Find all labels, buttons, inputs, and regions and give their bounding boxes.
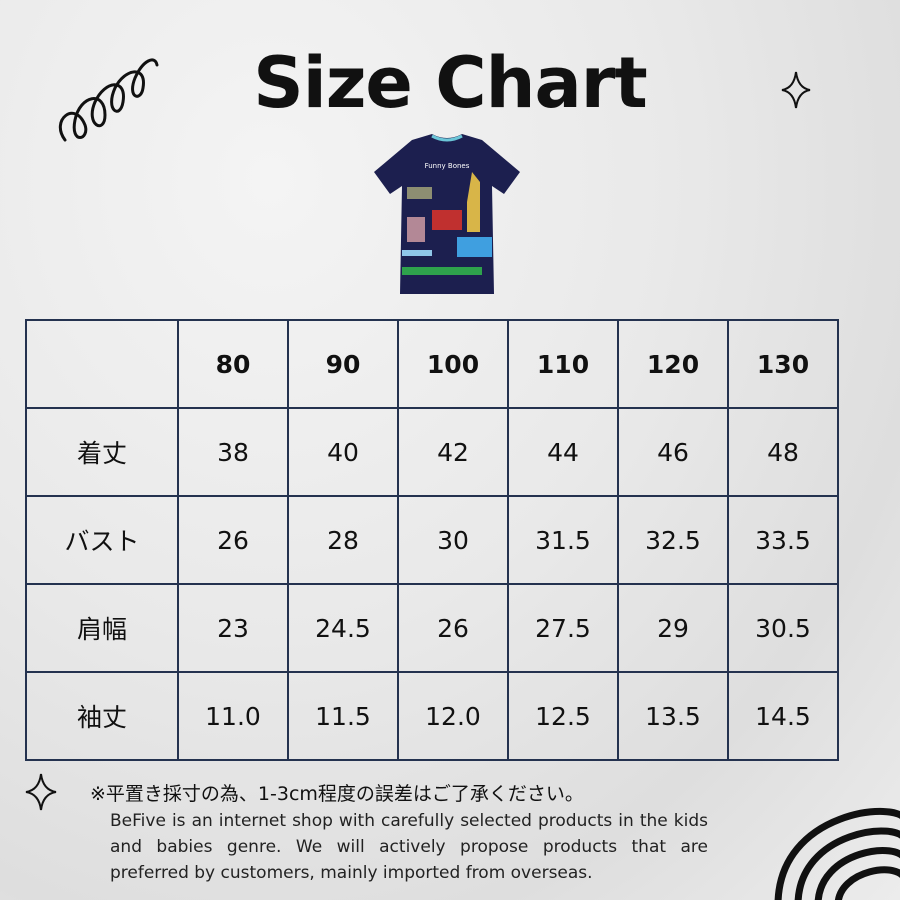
row-label: 着丈 — [25, 407, 179, 497]
cell: 40 — [287, 407, 399, 497]
measurement-note: ※平置き採寸の為、1-3cm程度の誤差はご了承ください。 — [90, 783, 584, 805]
table-row: 着丈 38 40 42 44 46 48 — [25, 407, 839, 497]
header-cell: 90 — [287, 319, 399, 409]
cell: 24.5 — [287, 583, 399, 673]
cell: 13.5 — [617, 671, 729, 761]
product-image: Funny Bones — [374, 134, 520, 294]
sparkle-icon — [781, 71, 811, 109]
header-cell: 100 — [397, 319, 509, 409]
table-row: バスト 26 28 30 31.5 32.5 33.5 — [25, 495, 839, 585]
cell: 27.5 — [507, 583, 619, 673]
header-cell — [25, 319, 179, 409]
size-table: 80 90 100 110 120 130 着丈 38 40 42 44 46 … — [25, 319, 839, 761]
row-label: 肩幅 — [25, 583, 179, 673]
cell: 44 — [507, 407, 619, 497]
cell: 42 — [397, 407, 509, 497]
cell: 12.0 — [397, 671, 509, 761]
page-title: Size Chart — [253, 42, 647, 124]
cell: 33.5 — [727, 495, 839, 585]
cell: 38 — [177, 407, 289, 497]
cell: 32.5 — [617, 495, 729, 585]
table-row: 袖丈 11.0 11.5 12.0 12.5 13.5 14.5 — [25, 671, 839, 761]
rainbow-arcs-icon — [774, 807, 900, 900]
cell: 11.0 — [177, 671, 289, 761]
cell: 31.5 — [507, 495, 619, 585]
cell: 46 — [617, 407, 729, 497]
row-label: 袖丈 — [25, 671, 179, 761]
cell: 28 — [287, 495, 399, 585]
header-cell: 80 — [177, 319, 289, 409]
squiggle-icon — [58, 58, 159, 142]
cell: 12.5 — [507, 671, 619, 761]
table-header-row: 80 90 100 110 120 130 — [25, 319, 839, 409]
header-cell: 110 — [507, 319, 619, 409]
cell: 30 — [397, 495, 509, 585]
cell: 26 — [177, 495, 289, 585]
shop-description: BeFive is an internet shop with carefull… — [110, 811, 708, 883]
cell: 11.5 — [287, 671, 399, 761]
shirt-print-text: Funny Bones — [425, 162, 470, 170]
header-cell: 120 — [617, 319, 729, 409]
cell: 23 — [177, 583, 289, 673]
cell: 29 — [617, 583, 729, 673]
table-row: 肩幅 23 24.5 26 27.5 29 30.5 — [25, 583, 839, 673]
row-label: バスト — [25, 495, 179, 585]
cell: 48 — [727, 407, 839, 497]
cell: 26 — [397, 583, 509, 673]
sparkle-icon — [25, 773, 57, 811]
cell: 14.5 — [727, 671, 839, 761]
cell: 30.5 — [727, 583, 839, 673]
header-cell: 130 — [727, 319, 839, 409]
